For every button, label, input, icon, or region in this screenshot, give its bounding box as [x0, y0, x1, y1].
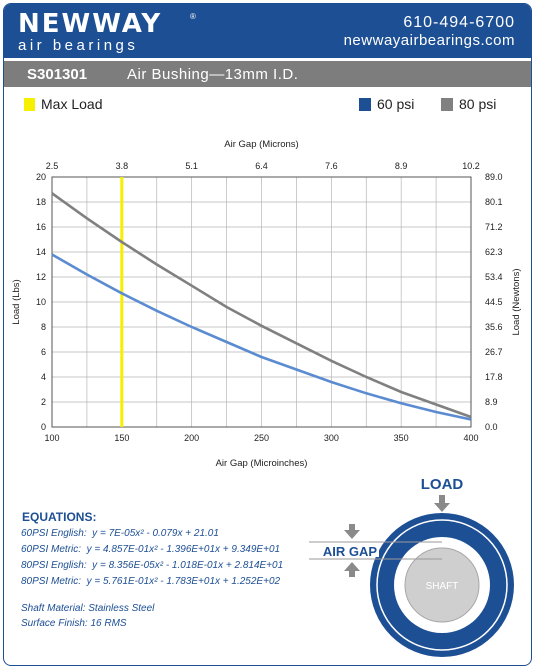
x-tick-label: 300 — [324, 433, 339, 443]
load-label: LOAD — [421, 476, 464, 493]
x2-tick-label: 7.6 — [325, 161, 338, 171]
air-gap-arrow-down-icon — [344, 524, 360, 539]
plot-frame — [51, 176, 472, 428]
bushing-diagram: LOAD SHAFT AIR GAP — [309, 476, 514, 657]
x-tick-label: 150 — [114, 433, 129, 443]
equation-line: 60PSI Metric: y = 4.857E-01x² - 1.396E+0… — [21, 542, 283, 558]
surface-finish: Surface Finish: 16 RMS — [21, 618, 127, 629]
80psi-swatch — [441, 97, 453, 111]
x-tick-label: 350 — [394, 433, 409, 443]
spec-sheet: NEWWAY ® air bearings 610-494-6700 newwa… — [3, 3, 532, 666]
equation-formula: y = 5.761E-01x² - 1.783E+01x + 1.252E+02 — [86, 576, 281, 587]
y-tick-label: 18 — [36, 197, 46, 207]
y-tick-label: 12 — [36, 272, 46, 282]
equations-title: EQUATIONS: — [22, 510, 97, 524]
x2-tick-label: 3.8 — [116, 161, 129, 171]
equation-formula: y = 8.356E-05x² - 1.018E-01x + 2.814E+01 — [92, 560, 284, 571]
x-tick-label: 100 — [44, 433, 59, 443]
load-arrow-icon — [434, 495, 450, 512]
y-tick-label: 8 — [41, 322, 46, 332]
y-tick-label: 16 — [36, 222, 46, 232]
y2-axis-label: Load (Newtons) — [511, 268, 522, 335]
x2-tick-label: 6.4 — [255, 161, 268, 171]
x2-tick-label: 10.2 — [462, 161, 480, 171]
shaft-material: Shaft Material: Stainless Steel — [21, 603, 155, 614]
equation-line: 80PSI Metric: y = 5.761E-01x² - 1.783E+0… — [21, 574, 283, 590]
equation-label: 80PSI Metric: — [21, 576, 82, 587]
equation-label: 60PSI English: — [21, 528, 87, 539]
shaft-label: SHAFT — [426, 581, 459, 592]
x2-axis-label: Air Gap (Microns) — [224, 139, 298, 150]
y-tick-label: 2 — [41, 397, 46, 407]
x-axis-label: Air Gap (Microinches) — [216, 458, 308, 469]
legend-80psi: 80 psi — [441, 96, 496, 112]
legend-60psi-label: 60 psi — [377, 96, 415, 112]
y-tick-label: 20 — [36, 172, 46, 182]
legend-60psi: 60 psi — [359, 96, 414, 112]
air-gap-label: AIR GAP — [323, 544, 378, 559]
y2-tick-label: 44.5 — [485, 297, 503, 307]
y2-tick-label: 8.9 — [485, 397, 498, 407]
bushing-ring-edge — [376, 519, 508, 651]
air-gap-label-bg — [319, 545, 379, 557]
y2-tick-label: 53.4 — [485, 272, 503, 282]
equation-formula: y = 7E-05x² - 0.079x + 21.01 — [92, 528, 219, 539]
y2-tick-label: 35.6 — [485, 322, 503, 332]
y2-tick-label: 26.7 — [485, 347, 503, 357]
y2-tick-label: 17.8 — [485, 372, 503, 382]
shaft — [404, 547, 480, 623]
series-60psi-line — [51, 253, 472, 421]
y-axis-label: Load (Lbs) — [11, 279, 22, 324]
equation-line: 80PSI English: y = 8.356E-05x² - 1.018E-… — [21, 558, 283, 574]
equations-list: 60PSI English: y = 7E-05x² - 0.079x + 21… — [21, 526, 283, 590]
x2-tick-label: 5.1 — [185, 161, 198, 171]
y2-tick-label: 71.2 — [485, 222, 503, 232]
air-gap-arrow-up-icon — [344, 562, 360, 577]
header-bar: NEWWAY ® air bearings 610-494-6700 newwa… — [4, 4, 531, 58]
equation-label: 80PSI English: — [21, 560, 87, 571]
material-specs: Shaft Material: Stainless Steel Surface … — [21, 601, 154, 631]
logo-tagline: air bearings — [18, 37, 139, 54]
y2-tick-label: 89.0 — [485, 172, 503, 182]
part-number: S301301 — [27, 66, 88, 83]
y2-tick-label: 62.3 — [485, 247, 503, 257]
x-tick-label: 400 — [463, 433, 478, 443]
equation-label: 60PSI Metric: — [21, 544, 82, 555]
company-logo: NEWWAY ® air bearings — [18, 9, 196, 54]
registered-mark: ® — [190, 12, 196, 21]
x2-tick-label: 8.9 — [395, 161, 408, 171]
y-tick-label: 14 — [36, 247, 46, 257]
y2-tick-label: 0.0 — [485, 422, 498, 432]
y-tick-label: 10 — [36, 297, 46, 307]
chart-legend: Max Load 60 psi 80 psi — [4, 96, 531, 116]
60psi-swatch — [359, 97, 371, 111]
y2-tick-label: 80.1 — [485, 197, 503, 207]
y-tick-label: 4 — [41, 372, 46, 382]
part-description: Air Bushing—13mm I.D. — [127, 66, 299, 83]
equation-formula: y = 4.857E-01x² - 1.396E+01x + 9.349E+01 — [86, 544, 281, 555]
contact-info: 610-494-6700 newwayairbearings.com — [344, 13, 515, 50]
equation-line: 60PSI English: y = 7E-05x² - 0.079x + 21… — [21, 526, 283, 542]
legend-max-load: Max Load — [24, 96, 102, 112]
y-tick-label: 6 — [41, 347, 46, 357]
series-80psi-line — [51, 192, 472, 419]
legend-max-load-label: Max Load — [41, 96, 103, 112]
x-tick-label: 250 — [254, 433, 269, 443]
x2-tick-label: 2.5 — [46, 161, 59, 171]
y-tick-label: 0 — [41, 422, 46, 432]
logo-wordmark: NEWWAY — [18, 9, 163, 39]
product-title-bar: S301301 Air Bushing—13mm I.D. — [4, 61, 531, 87]
phone-number: 610-494-6700 — [403, 14, 515, 31]
legend-80psi-label: 80 psi — [459, 96, 497, 112]
x-tick-label: 200 — [184, 433, 199, 443]
max-load-swatch — [24, 97, 35, 111]
website-link[interactable]: newwayairbearings.com — [343, 32, 515, 49]
